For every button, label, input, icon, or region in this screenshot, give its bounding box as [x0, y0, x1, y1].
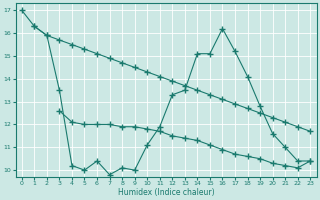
- X-axis label: Humidex (Indice chaleur): Humidex (Indice chaleur): [118, 188, 214, 197]
